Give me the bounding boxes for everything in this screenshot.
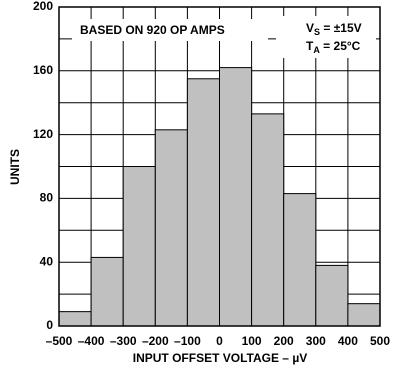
- y-tick-label: 200: [33, 0, 53, 13]
- plot-frame: [58, 6, 381, 327]
- annotation-part: = ±15V: [320, 21, 362, 35]
- bar: [90, 256, 124, 327]
- bar: [122, 166, 156, 327]
- annotation: TA = 25°C: [306, 39, 361, 55]
- annotation: VS = ±15V: [306, 21, 362, 37]
- x-tick-label: –300: [110, 334, 137, 348]
- annotation-part: V: [306, 21, 314, 35]
- x-tick-label: 100: [242, 334, 262, 348]
- bar: [58, 311, 92, 327]
- y-tick-label: 80: [40, 191, 54, 205]
- y-tick-label: 160: [33, 63, 53, 77]
- x-tick-label: 0: [216, 334, 223, 348]
- annotation-part: T: [306, 39, 314, 53]
- y-tick-label: 120: [33, 127, 53, 141]
- plot-area: [58, 6, 381, 327]
- x-tick-label: 300: [306, 334, 326, 348]
- bar: [283, 193, 317, 327]
- bar: [347, 303, 381, 327]
- annotation-bg: [72, 19, 268, 41]
- annotation-part: S: [314, 27, 320, 37]
- bar: [315, 264, 349, 327]
- x-tick-label: 500: [370, 334, 390, 348]
- x-tick-label: 200: [274, 334, 294, 348]
- bar: [251, 113, 285, 327]
- bar: [154, 129, 188, 327]
- y-axis-label: UNITS: [8, 149, 22, 185]
- x-axis-label: INPUT OFFSET VOLTAGE – µV: [133, 351, 307, 365]
- x-tick-label: –500: [46, 334, 73, 348]
- annotation-part: = 25°C: [320, 39, 361, 53]
- bar: [186, 78, 220, 327]
- y-tick-label: 0: [46, 318, 53, 332]
- x-tick-label: –400: [78, 334, 105, 348]
- x-tick-label: 400: [338, 334, 358, 348]
- annotation-bg: [276, 16, 376, 58]
- x-tick-label: –200: [142, 334, 169, 348]
- y-tick-label: 40: [40, 254, 54, 268]
- bar: [219, 67, 253, 327]
- annotation: BASED ON 920 OP AMPS: [80, 23, 225, 37]
- annotation-part: A: [313, 45, 320, 55]
- x-tick-label: –100: [174, 334, 201, 348]
